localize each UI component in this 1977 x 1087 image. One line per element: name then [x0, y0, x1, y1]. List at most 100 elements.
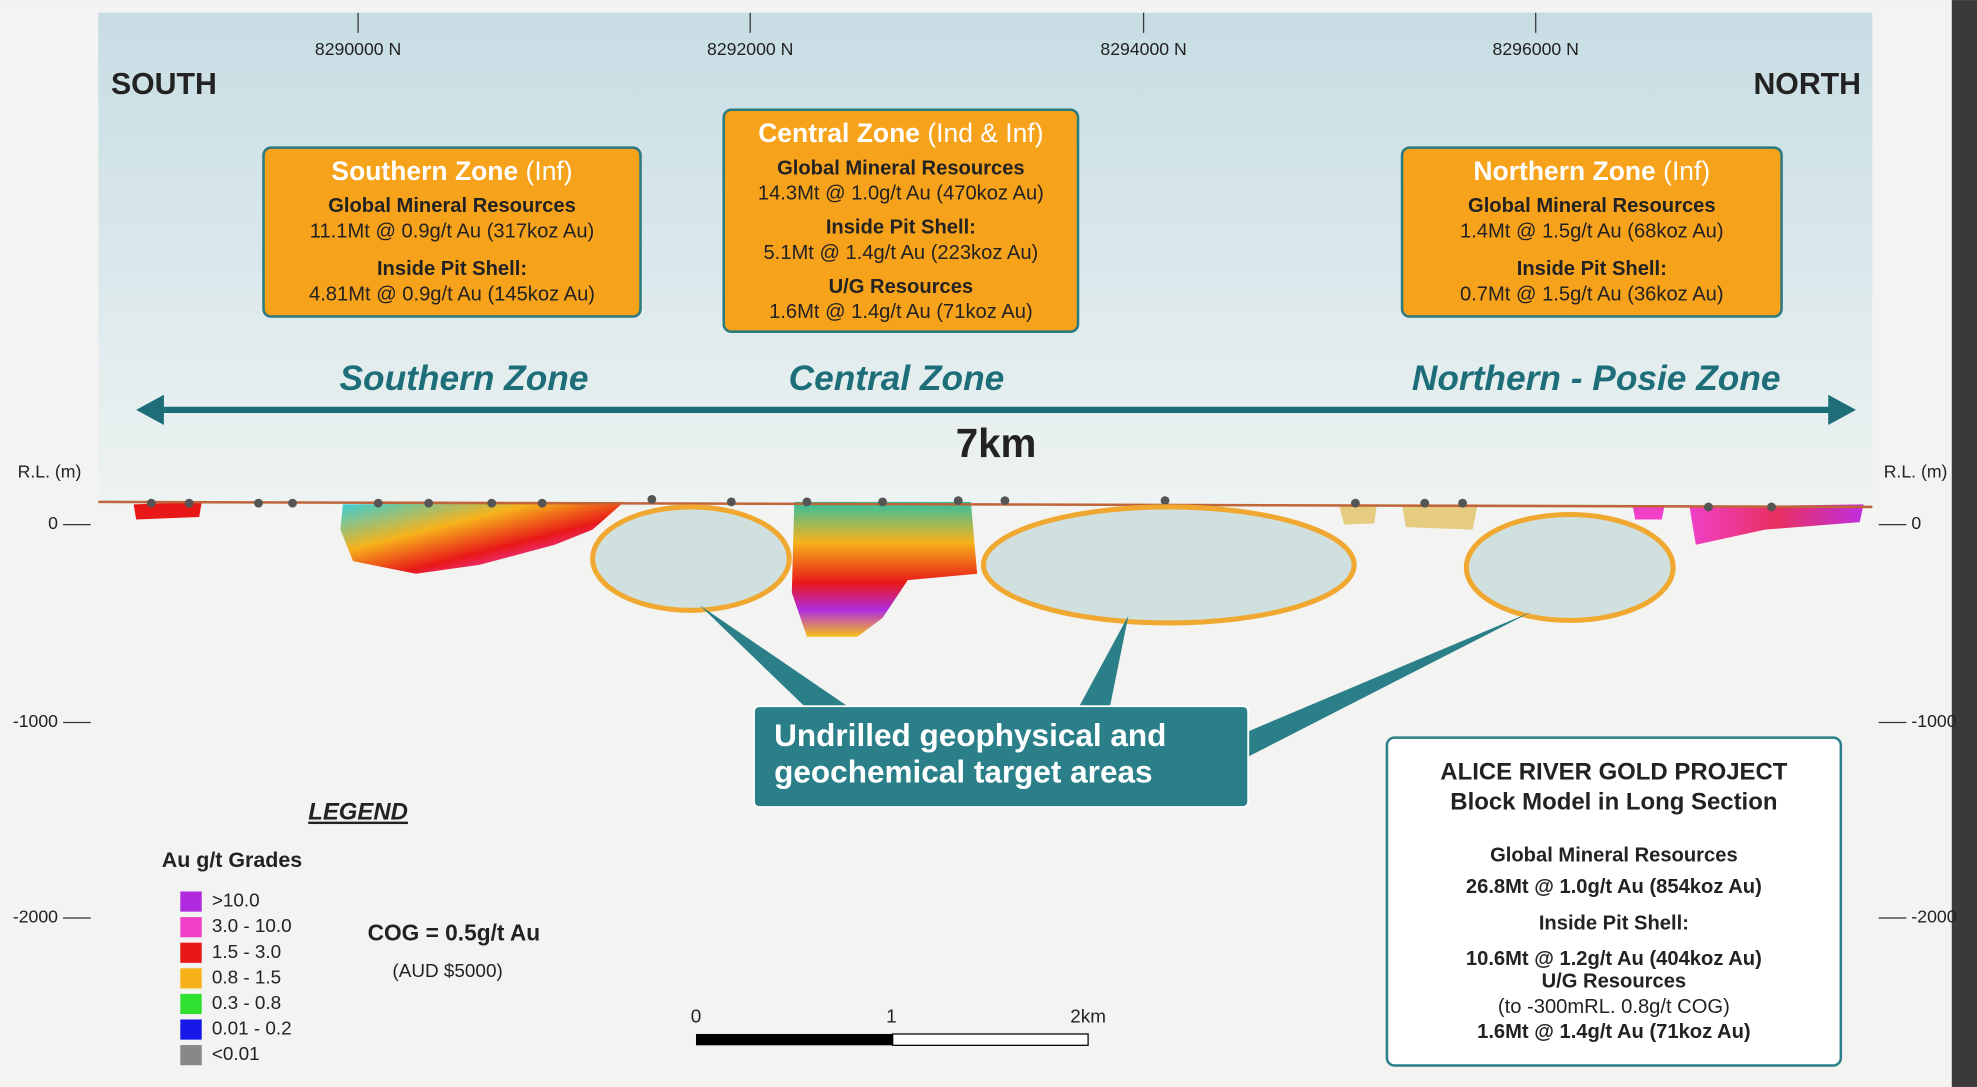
- section-value: 26.8Mt @ 1.0g/t Au (854koz Au): [1466, 876, 1762, 898]
- collar: [878, 497, 888, 507]
- zone-qualifier: (Inf): [1663, 156, 1710, 186]
- collar: [953, 496, 963, 506]
- northing: 8294000 N: [1100, 39, 1186, 59]
- zone-box: [1400, 146, 1783, 318]
- scale-label: 0: [691, 1007, 702, 1028]
- legend-label: 3.0 - 10.0: [212, 916, 292, 937]
- legend-subtitle: Au g/t Grades: [162, 848, 303, 872]
- rl-tick: 0: [48, 513, 58, 533]
- zone-label: Southern Zone: [339, 359, 588, 398]
- zone-box-title: Southern Zone (Inf): [331, 156, 572, 186]
- block-model: [1689, 504, 1864, 545]
- target-area: [1463, 511, 1676, 623]
- northing: 8296000 N: [1493, 39, 1579, 59]
- section-heading: U/G Resources: [1542, 971, 1687, 993]
- section-value: 1.6Mt @ 1.4g/t Au (71koz Au): [769, 301, 1033, 323]
- collar: [288, 498, 297, 508]
- drillholes: [146, 494, 1776, 512]
- zone-title: Central Zone: [758, 118, 920, 148]
- rl-tick: -2000: [13, 907, 58, 927]
- target-area: [980, 504, 1357, 626]
- cog-note: (AUD $5000): [392, 961, 502, 982]
- section-note: (to -300mRL. 0.8g/t COG): [1498, 996, 1730, 1018]
- zone-qualifier: (Ind & Inf): [927, 118, 1043, 148]
- rl-tick: -1000: [13, 711, 58, 731]
- legend-label: 0.01 - 0.2: [212, 1019, 292, 1040]
- section-heading: Global Mineral Resources: [328, 195, 576, 217]
- collar: [487, 498, 497, 508]
- section-value: 4.81Mt @ 0.9g/t Au (145koz Au): [309, 283, 595, 305]
- zone-box-title: Northern Zone (Inf): [1473, 156, 1710, 186]
- collar: [1000, 496, 1010, 506]
- collar: [146, 498, 156, 508]
- zone-title: Northern Zone: [1473, 156, 1655, 186]
- rl-ticks: 0 -1000 -2000 0 -1000 -2000: [13, 513, 1957, 926]
- rl-tick: -1000: [1911, 711, 1956, 731]
- section-value: 5.1Mt @ 1.4g/t Au (223koz Au): [763, 242, 1038, 264]
- section-heading: Global Mineral Resources: [1490, 845, 1738, 867]
- pointer: [699, 605, 852, 709]
- legend-swatch: [180, 993, 202, 1015]
- zone-qualifier: (Inf): [526, 156, 573, 186]
- legend-label: 0.8 - 1.5: [212, 967, 281, 988]
- collar: [1767, 502, 1776, 512]
- legend: >10.0 3.0 - 10.0 1.5 - 3.0 0.8 - 1.5 0.3 - 0…: [180, 891, 292, 1066]
- scale-label: 2km: [1070, 1007, 1106, 1028]
- zone-box: [722, 108, 1080, 333]
- frame: [1951, 0, 1977, 1087]
- section-value: 11.1Mt @ 0.9g/t Au (317koz Au): [310, 220, 595, 242]
- block-models: [133, 501, 1864, 637]
- callout: Undrilled geophysical and geochemical ta…: [699, 605, 1532, 808]
- block-model: [1402, 504, 1478, 530]
- collar: [254, 498, 263, 508]
- scale-bar: [892, 1033, 1089, 1046]
- legend-label: 1.5 - 3.0: [212, 942, 281, 963]
- pointer: [1078, 615, 1129, 709]
- zone-box-title: Central Zone (Ind & Inf): [758, 118, 1043, 148]
- arrowhead: [1828, 394, 1856, 425]
- collar: [1458, 498, 1467, 508]
- block-model: [1632, 506, 1665, 520]
- distance: 7km: [956, 420, 1037, 466]
- section-value: 1.6Mt @ 1.4g/t Au (71koz Au): [1477, 1021, 1751, 1043]
- collar: [1350, 498, 1360, 508]
- section-value: 10.6Mt @ 1.2g/t Au (404koz Au): [1466, 948, 1762, 970]
- collar: [1704, 502, 1713, 512]
- target-area: [590, 504, 792, 613]
- callout-text: Undrilled geophysical and: [774, 717, 1166, 753]
- collar: [424, 498, 434, 508]
- project-box: [1385, 736, 1843, 1067]
- block-model: [340, 501, 625, 574]
- direction: NORTH: [1753, 68, 1861, 101]
- collar: [802, 497, 812, 507]
- northing: 8292000 N: [707, 39, 793, 59]
- section-heading: Inside Pit Shell:: [1539, 913, 1689, 935]
- direction: SOUTH: [111, 68, 217, 101]
- block-model: [791, 501, 978, 637]
- rl-tick: -2000: [1911, 907, 1956, 927]
- legend-swatch: [180, 891, 202, 912]
- callout-box: [753, 705, 1250, 808]
- legend-label: 0.3 - 0.8: [212, 993, 281, 1014]
- collar: [373, 498, 383, 508]
- rl-tick: 0: [1911, 513, 1921, 533]
- collar: [1420, 498, 1430, 508]
- legend-swatch: [180, 917, 202, 938]
- scale-label: 1: [886, 1007, 897, 1028]
- block-model: [1339, 504, 1377, 525]
- rl-label: R.L. (m): [18, 462, 82, 482]
- project-title: Block Model in Long Section: [1450, 789, 1777, 816]
- section-value: 0.7Mt @ 1.5g/t Au (36koz Au): [1460, 283, 1724, 305]
- pointer: [1248, 611, 1532, 757]
- legend-swatch: [180, 942, 202, 963]
- legend-swatch: [180, 968, 202, 989]
- section-heading: Inside Pit Shell:: [1517, 258, 1667, 280]
- section-heading: Inside Pit Shell:: [826, 217, 976, 239]
- zone-label: Central Zone: [789, 359, 1005, 398]
- collar: [1160, 496, 1170, 506]
- section-heading: Global Mineral Resources: [1468, 195, 1716, 217]
- zone-boxes: Southern Zone (Inf) Global Mineral Resour…: [262, 108, 1783, 333]
- project-title: ALICE RIVER GOLD PROJECT: [1440, 758, 1788, 785]
